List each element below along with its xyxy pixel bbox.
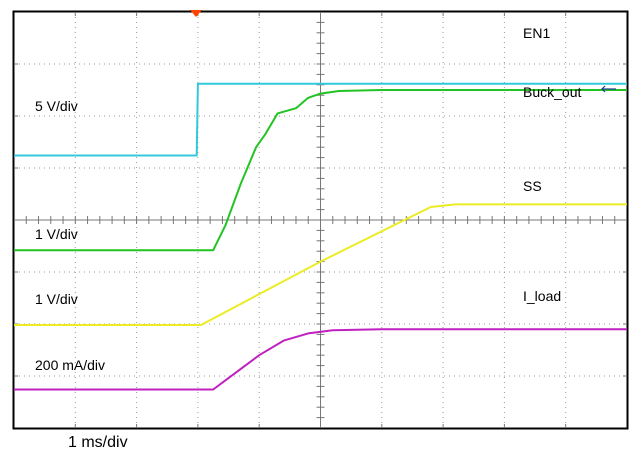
timebase-label: 1 ms/div [68, 434, 128, 451]
graticule [14, 12, 627, 428]
label-buck-out: Buck_out [523, 84, 581, 100]
trigger-marker [190, 10, 202, 17]
scale-label-i-load: 200 mA/div [35, 357, 105, 373]
trace-layer [14, 82, 627, 391]
trace-buck-out [14, 89, 627, 252]
scale-label-en1: 5 V/div [35, 98, 78, 114]
scale-label-ss: 1 V/div [35, 291, 78, 307]
trace-ss [14, 203, 627, 326]
buck-out-arrow-icon [601, 85, 616, 93]
label-ss: SS [523, 178, 542, 194]
label-i-load: I_load [523, 288, 561, 304]
scale-label-buck-out: 1 V/div [35, 226, 78, 242]
trace-en1 [14, 82, 627, 157]
label-en1: EN1 [523, 25, 550, 41]
trace-i-load [14, 328, 627, 391]
